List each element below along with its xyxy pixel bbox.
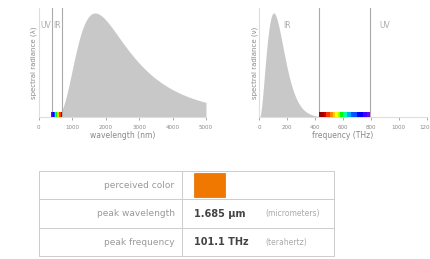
Bar bbox=[350, 112, 356, 117]
Text: UV: UV bbox=[40, 21, 51, 30]
Bar bbox=[326, 112, 329, 117]
Text: peak wavelength: peak wavelength bbox=[96, 209, 174, 218]
Bar bbox=[342, 112, 347, 117]
Bar bbox=[332, 112, 335, 117]
Bar bbox=[329, 112, 332, 117]
Bar bbox=[39, 171, 333, 256]
Text: (micrometers): (micrometers) bbox=[265, 209, 319, 218]
Text: 101.1 THz: 101.1 THz bbox=[194, 237, 248, 247]
Bar bbox=[356, 112, 362, 117]
Bar bbox=[58, 112, 59, 117]
Text: 1.685 µm: 1.685 µm bbox=[194, 208, 245, 219]
Bar bbox=[53, 112, 54, 117]
Text: IR: IR bbox=[53, 21, 61, 30]
Text: (terahertz): (terahertz) bbox=[265, 238, 307, 247]
X-axis label: wavelength (nm): wavelength (nm) bbox=[89, 131, 155, 140]
Bar bbox=[337, 112, 340, 117]
Bar bbox=[323, 112, 326, 117]
Bar bbox=[59, 112, 60, 117]
Bar bbox=[61, 112, 62, 117]
Text: peak frequency: peak frequency bbox=[104, 238, 174, 247]
Text: perceived color: perceived color bbox=[104, 181, 174, 190]
Bar bbox=[51, 112, 52, 117]
Bar bbox=[60, 112, 61, 117]
Y-axis label: spectral radiance (ν): spectral radiance (ν) bbox=[251, 26, 258, 99]
X-axis label: frequency (THz): frequency (THz) bbox=[312, 131, 373, 140]
Bar bbox=[366, 112, 369, 117]
Y-axis label: spectral radiance (λ): spectral radiance (λ) bbox=[31, 26, 37, 99]
Bar bbox=[347, 112, 350, 117]
Bar bbox=[55, 112, 56, 117]
Bar bbox=[335, 112, 337, 117]
Bar bbox=[362, 112, 366, 117]
Bar bbox=[319, 112, 323, 117]
Bar bbox=[194, 173, 224, 197]
Text: UV: UV bbox=[379, 21, 389, 30]
Bar bbox=[340, 112, 342, 117]
Bar bbox=[54, 112, 55, 117]
Bar bbox=[56, 112, 57, 117]
Text: IR: IR bbox=[283, 21, 291, 30]
Bar bbox=[57, 112, 58, 117]
Bar bbox=[52, 112, 53, 117]
